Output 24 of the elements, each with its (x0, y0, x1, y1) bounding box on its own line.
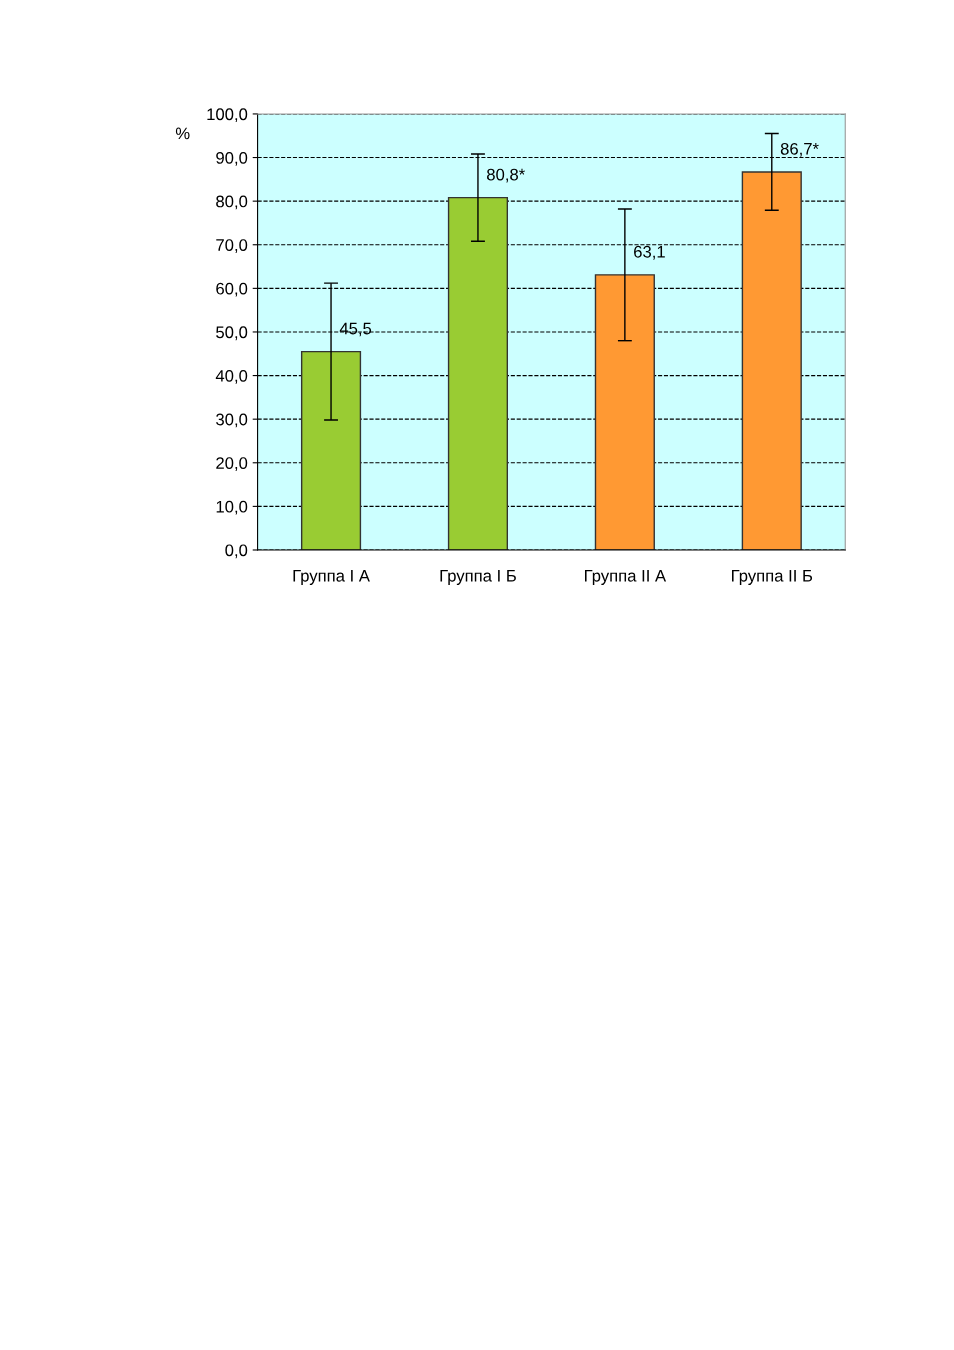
bar (741, 171, 802, 550)
bar (447, 196, 509, 550)
x-tick-label: Группа I А (293, 570, 370, 585)
data-label: 45,5 (339, 322, 372, 337)
y-axis-title: % (175, 127, 190, 140)
y-tick-label: 20,0 (216, 457, 248, 471)
bar (300, 350, 362, 550)
y-tick-label: 70,0 (216, 239, 248, 253)
data-label: 80,8* (487, 168, 525, 183)
y-tick-label: 100,0 (207, 108, 248, 123)
bar (594, 274, 655, 550)
y-tick-label: 90,0 (216, 151, 248, 166)
y-tick-label: 40,0 (215, 369, 248, 384)
data-label: 86,7* (780, 142, 819, 157)
x-tick-label: Группа I Б (440, 570, 516, 585)
y-tick-label: 0,0 (225, 544, 248, 559)
y-tick-label: 60,0 (216, 282, 248, 297)
y-tick-label: 10,0 (216, 500, 248, 515)
x-tick-label: Группа II Б (732, 570, 813, 585)
data-label: 63,1 (634, 245, 665, 260)
y-tick-label: 80,0 (216, 195, 248, 210)
y-tick-label: 30,0 (216, 413, 248, 428)
x-tick-label: Группа II А (585, 570, 667, 585)
y-tick-label: 50,0 (216, 326, 248, 341)
